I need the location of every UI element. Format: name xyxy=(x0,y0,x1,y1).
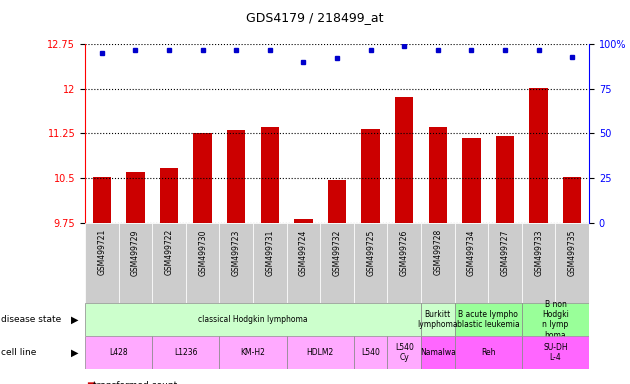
Bar xyxy=(287,223,320,303)
Bar xyxy=(428,127,447,223)
Text: transformed count: transformed count xyxy=(93,381,178,384)
Bar xyxy=(227,131,246,223)
Text: GDS4179 / 218499_at: GDS4179 / 218499_at xyxy=(246,12,384,25)
Bar xyxy=(219,223,253,303)
Text: ▶: ▶ xyxy=(71,314,78,325)
Bar xyxy=(186,223,219,303)
Bar xyxy=(85,303,421,336)
Text: GSM499723: GSM499723 xyxy=(232,229,241,276)
Bar xyxy=(387,223,421,303)
Text: GSM499732: GSM499732 xyxy=(333,229,341,276)
Bar xyxy=(219,336,287,369)
Bar xyxy=(152,336,219,369)
Bar xyxy=(387,336,421,369)
Bar xyxy=(522,303,589,336)
Text: L540
Cy: L540 Cy xyxy=(395,343,414,362)
Bar xyxy=(455,336,522,369)
Bar xyxy=(556,223,589,303)
Text: GSM499725: GSM499725 xyxy=(366,229,375,276)
Bar xyxy=(253,223,287,303)
Text: GSM499726: GSM499726 xyxy=(400,229,409,276)
Text: GSM499727: GSM499727 xyxy=(501,229,510,276)
Bar xyxy=(362,129,380,223)
Bar xyxy=(488,223,522,303)
Text: GSM499724: GSM499724 xyxy=(299,229,308,276)
Bar xyxy=(118,223,152,303)
Bar xyxy=(328,180,347,223)
Bar xyxy=(85,336,152,369)
Text: GSM499721: GSM499721 xyxy=(98,229,106,275)
Text: GSM499733: GSM499733 xyxy=(534,229,543,276)
Text: ▶: ▶ xyxy=(71,347,78,358)
Bar xyxy=(126,172,145,223)
Text: KM-H2: KM-H2 xyxy=(241,348,265,357)
Bar xyxy=(354,223,387,303)
Bar xyxy=(496,136,514,223)
Text: B acute lympho
blastic leukemia: B acute lympho blastic leukemia xyxy=(457,310,520,329)
Text: Namalwa: Namalwa xyxy=(420,348,455,357)
Text: classical Hodgkin lymphoma: classical Hodgkin lymphoma xyxy=(198,315,308,324)
Text: Burkitt
lymphoma: Burkitt lymphoma xyxy=(418,310,458,329)
Text: Reh: Reh xyxy=(481,348,496,357)
Bar xyxy=(193,134,212,223)
Bar xyxy=(152,223,186,303)
Text: GSM499731: GSM499731 xyxy=(265,229,274,276)
Text: B non
Hodgki
n lymp
homa: B non Hodgki n lymp homa xyxy=(542,300,569,340)
Text: cell line: cell line xyxy=(1,348,37,357)
Text: GSM499735: GSM499735 xyxy=(568,229,576,276)
Bar xyxy=(455,303,522,336)
Bar xyxy=(160,168,178,223)
Text: L1236: L1236 xyxy=(174,348,198,357)
Bar xyxy=(320,223,354,303)
Bar xyxy=(93,177,111,223)
Bar xyxy=(529,88,548,223)
Text: HDLM2: HDLM2 xyxy=(307,348,334,357)
Bar xyxy=(354,336,387,369)
Text: ■: ■ xyxy=(86,381,95,384)
Bar xyxy=(522,336,589,369)
Bar xyxy=(421,336,455,369)
Text: GSM499734: GSM499734 xyxy=(467,229,476,276)
Text: L540: L540 xyxy=(361,348,380,357)
Bar xyxy=(522,223,556,303)
Text: SU-DH
L-4: SU-DH L-4 xyxy=(543,343,568,362)
Text: GSM499730: GSM499730 xyxy=(198,229,207,276)
Bar xyxy=(421,223,455,303)
Bar xyxy=(462,137,481,223)
Bar xyxy=(563,177,581,223)
Text: L428: L428 xyxy=(110,348,128,357)
Bar xyxy=(294,218,312,223)
Text: disease state: disease state xyxy=(1,315,62,324)
Text: GSM499722: GSM499722 xyxy=(164,229,173,275)
Text: GSM499729: GSM499729 xyxy=(131,229,140,276)
Bar xyxy=(85,223,118,303)
Text: GSM499728: GSM499728 xyxy=(433,229,442,275)
Bar xyxy=(455,223,488,303)
Bar xyxy=(395,97,413,223)
Bar xyxy=(421,303,455,336)
Bar xyxy=(261,127,279,223)
Bar xyxy=(287,336,354,369)
